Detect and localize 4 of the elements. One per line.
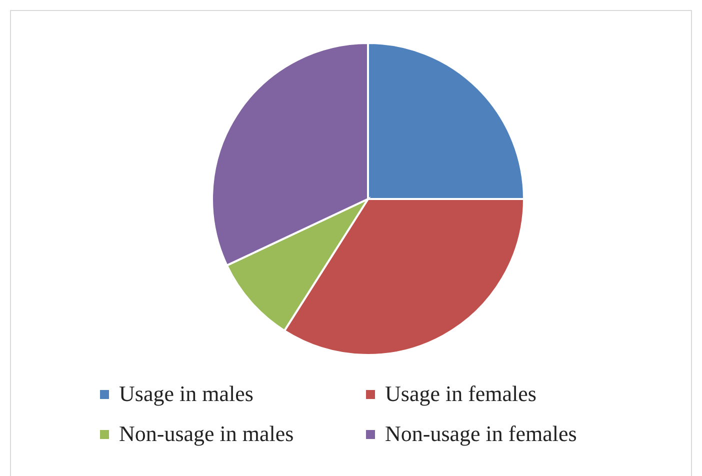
legend-label: Usage in females [385,381,536,407]
legend-label: Usage in males [119,381,254,407]
legend-label: Non-usage in females [385,421,577,447]
legend-label: Non-usage in males [119,421,294,447]
